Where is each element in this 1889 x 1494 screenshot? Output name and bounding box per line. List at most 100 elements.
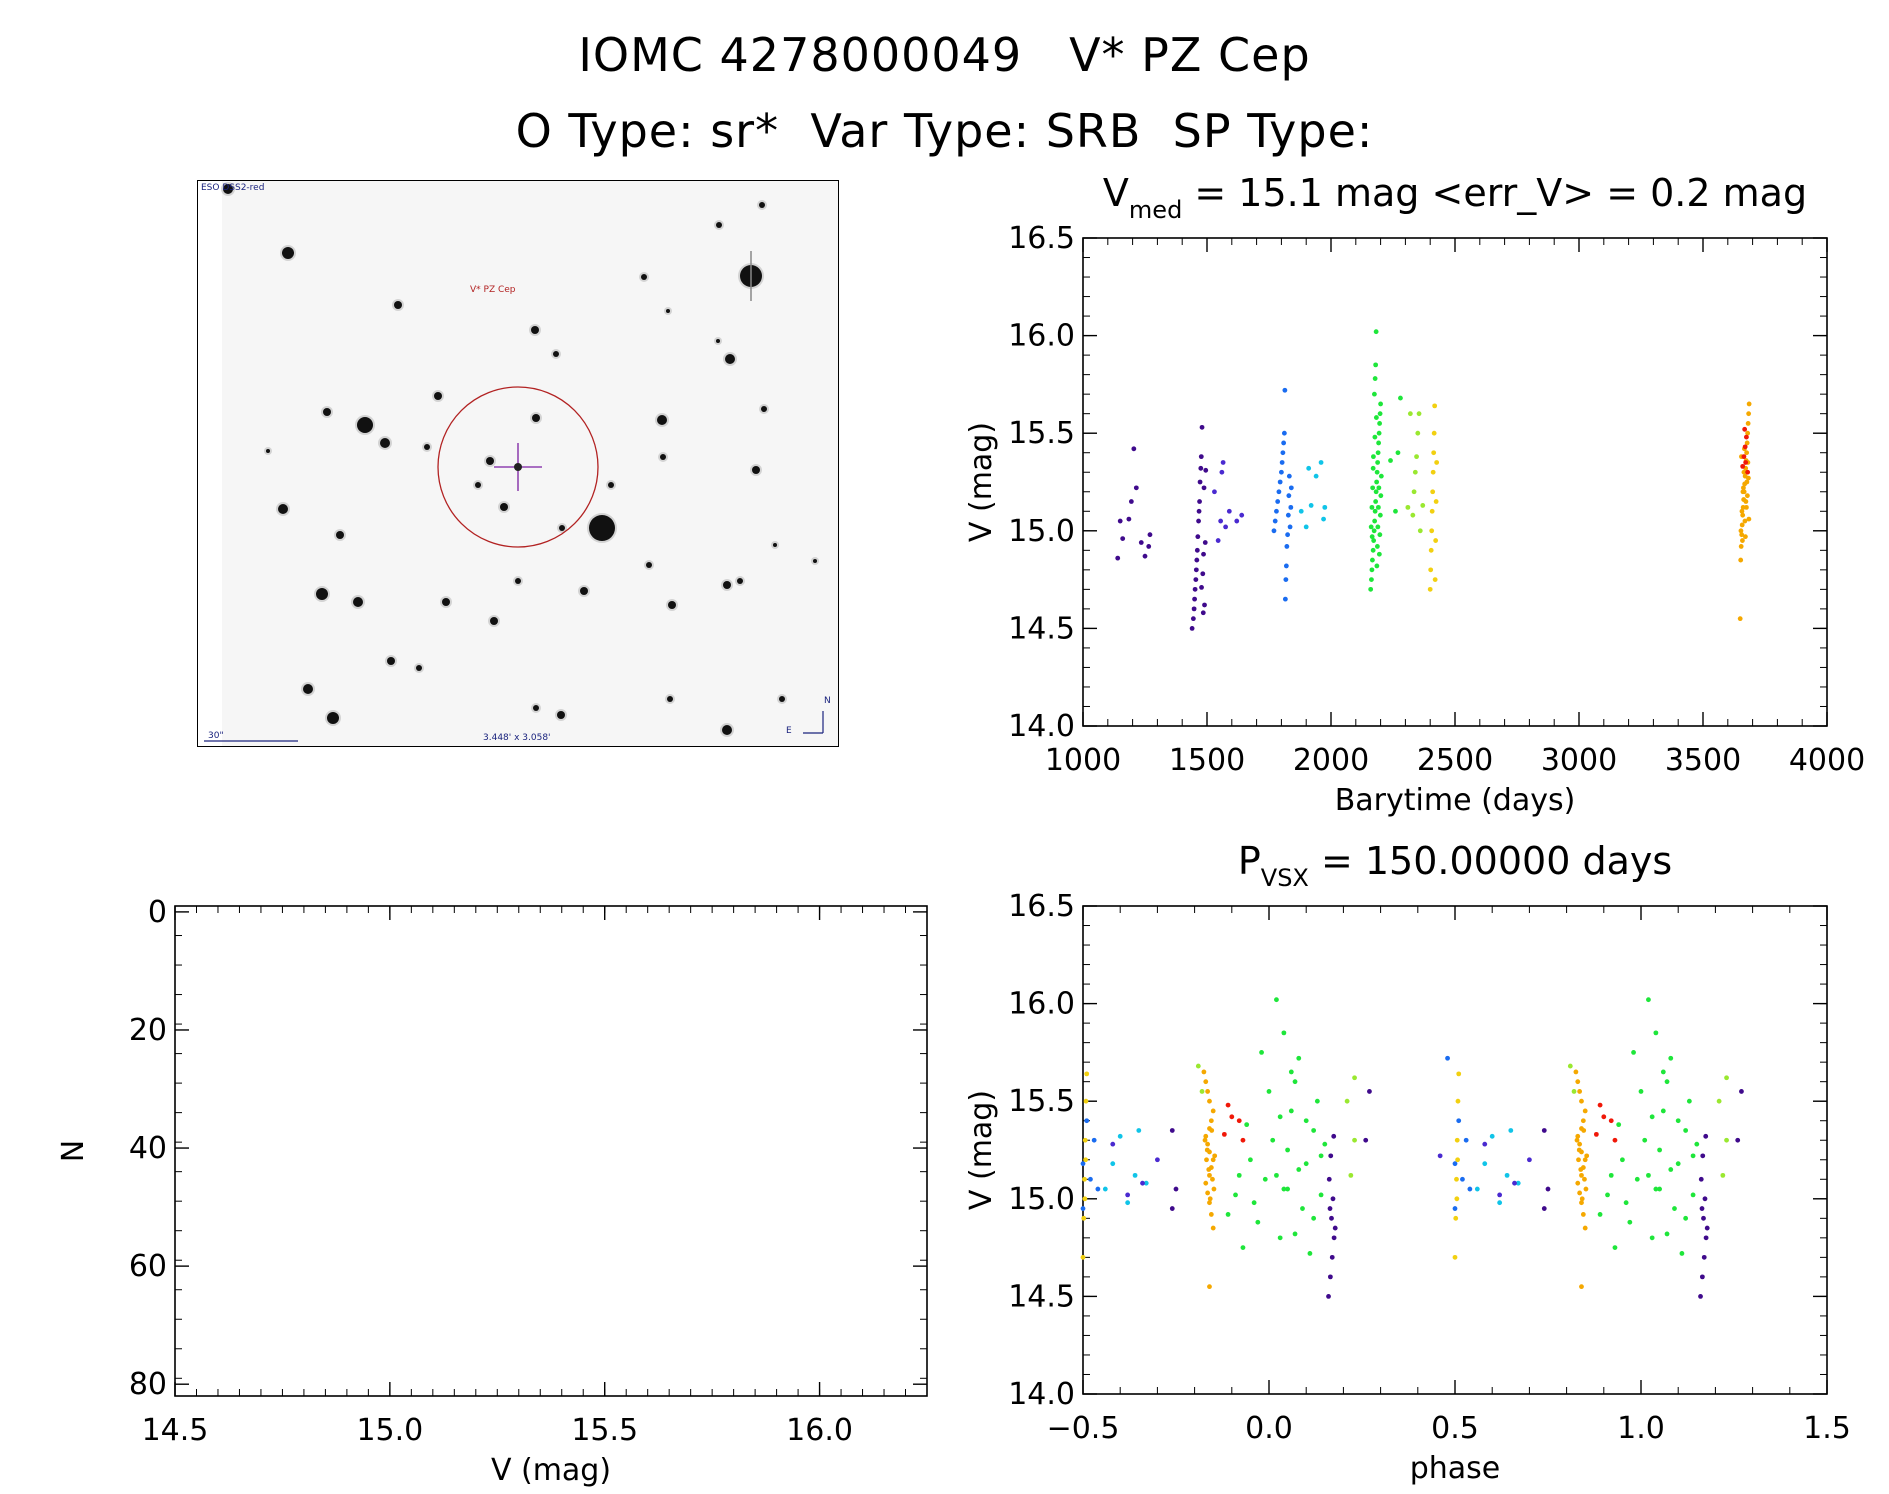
lightcurve-point: [1433, 538, 1439, 543]
x-tick-label: 3500: [1665, 743, 1741, 778]
phased-point: [1578, 1167, 1584, 1172]
lightcurve-point: [1745, 430, 1751, 436]
finder-star: [725, 354, 735, 364]
lightcurve-point: [1741, 469, 1747, 475]
lightcurve-point: [1431, 430, 1437, 436]
phased-point: [1080, 1161, 1086, 1167]
phased-point: [1207, 1200, 1212, 1206]
finder-target-circle: [437, 386, 599, 548]
phased-point: [1612, 1245, 1618, 1250]
phased-point: [1576, 1157, 1581, 1163]
lightcurve-point: [1371, 538, 1377, 543]
lightcurve-point: [1741, 485, 1746, 491]
lightcurve-point: [1192, 596, 1197, 602]
phased-point: [1575, 1180, 1581, 1186]
finder-star: [716, 339, 720, 343]
finder-star: [434, 392, 442, 400]
phased-point: [1720, 1172, 1726, 1178]
lightcurve-point: [1202, 602, 1207, 608]
lightcurve-point: [1376, 485, 1382, 491]
y-tick-label: 16.5: [1008, 221, 1075, 256]
phased-point: [1704, 1225, 1710, 1231]
phased-point: [1088, 1176, 1093, 1182]
phased-point: [1110, 1141, 1116, 1147]
finder-chart: ESO DSS2-red V* PZ Cep 30" 3.448' x 3.05…: [197, 180, 839, 747]
lightcurve-point: [1201, 485, 1207, 491]
phased-point: [1698, 1294, 1703, 1299]
phased-point: [1344, 1098, 1350, 1104]
phased-point: [1454, 1137, 1460, 1143]
phased-point: [1155, 1157, 1160, 1163]
phased-point: [1091, 1137, 1097, 1143]
finder-star: [668, 601, 676, 609]
lightcurve-point: [1740, 489, 1746, 495]
phased-point: [1690, 1153, 1696, 1159]
lightcurve-point: [1388, 458, 1393, 463]
lightcurve-point: [1375, 450, 1381, 456]
lightcurve-point: [1376, 551, 1382, 557]
y-tick-label: 14.0: [1008, 709, 1075, 744]
y-tick-label: 14.5: [1008, 1279, 1075, 1314]
phased-point: [1605, 1192, 1610, 1198]
figure-subtitle: O Type: sr* Var Type: SRB SP Type:: [515, 104, 1374, 158]
phased-point: [1117, 1133, 1123, 1139]
phased-point: [1627, 1219, 1633, 1225]
phased-point: [1686, 1098, 1692, 1104]
phased-point: [1649, 1114, 1655, 1120]
lightcurve-point: [1372, 376, 1378, 381]
lightcurve-point: [1196, 518, 1201, 524]
phased-point: [1620, 1157, 1625, 1163]
phased-point: [1221, 1131, 1227, 1137]
lightcurve-point: [1193, 577, 1199, 582]
phased-point: [1307, 1251, 1313, 1256]
phased-point: [1541, 1206, 1547, 1211]
phased-point: [1300, 1206, 1305, 1211]
phased-point: [1455, 1157, 1461, 1163]
lightcurve-point: [1416, 411, 1422, 417]
lightcurve-point: [1147, 532, 1153, 538]
phased-point: [1597, 1212, 1603, 1217]
lightcurve-point: [1429, 528, 1435, 534]
lightcurve-point: [1308, 503, 1314, 508]
phased-point: [1288, 1108, 1294, 1114]
lightcurve-point: [1368, 524, 1374, 530]
finder-star: [266, 449, 270, 453]
phased-point: [1660, 1069, 1666, 1075]
lightcurve-point: [1285, 532, 1290, 538]
finder-star: [646, 562, 652, 568]
lightcurve-point: [1375, 504, 1381, 510]
phased-point: [1541, 1128, 1547, 1133]
phased-point: [1203, 1133, 1209, 1139]
lightcurve-point: [1372, 508, 1378, 514]
phased-point: [1199, 1089, 1205, 1094]
lightcurve-point: [1370, 557, 1375, 563]
phased-point: [1703, 1133, 1709, 1139]
lightcurve-point: [1203, 467, 1209, 473]
phased-point: [1207, 1196, 1213, 1202]
lightcurve-point: [1414, 454, 1419, 460]
x-tick-label: −0.5: [1047, 1411, 1120, 1446]
lightcurve-point: [1742, 426, 1748, 432]
lightcurve-point: [1746, 411, 1752, 417]
lightcurve-point: [1428, 567, 1434, 573]
lightcurve-point: [1199, 585, 1204, 590]
lightcurve-point: [1377, 532, 1383, 538]
phased-point: [1136, 1128, 1142, 1133]
phased-point: [1634, 1176, 1640, 1182]
phased-point: [1352, 1137, 1357, 1143]
finder-star: [490, 617, 498, 625]
phased-point: [1593, 1131, 1599, 1137]
phased-point: [1664, 1231, 1670, 1237]
phased-point: [1288, 1069, 1294, 1075]
phased-point: [1460, 1176, 1465, 1182]
x-tick-label: 2000: [1293, 743, 1369, 778]
phased-point: [1205, 1089, 1211, 1094]
phased-point: [1497, 1192, 1503, 1198]
phased-point: [1580, 1212, 1586, 1217]
finder-star: [608, 482, 614, 488]
phased-point: [1281, 1186, 1287, 1192]
finder-star: [657, 415, 667, 425]
lightcurve-point: [1369, 504, 1375, 510]
phased-point: [1664, 1079, 1670, 1085]
